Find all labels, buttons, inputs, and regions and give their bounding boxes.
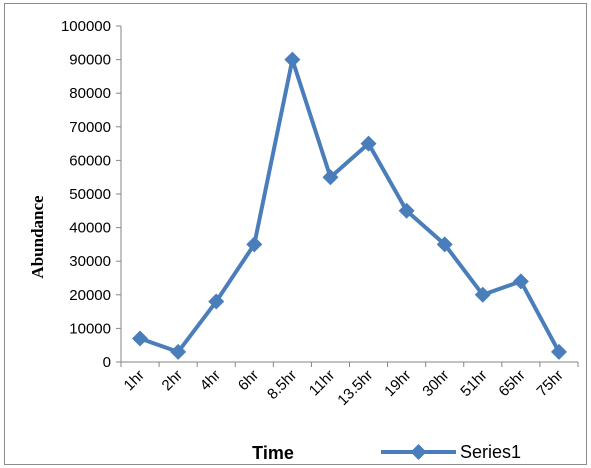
data-point: [436, 236, 453, 253]
y-axis: 0 10000 20000 30000 40000 50000 60000 70000 8000…: [61, 18, 122, 371]
series-group: [132, 51, 567, 360]
y-tick-label: 10000: [69, 320, 111, 337]
legend-series-marker: [410, 444, 427, 460]
data-point: [474, 286, 491, 303]
x-axis-title: Time: [252, 443, 294, 463]
data-point: [284, 51, 301, 68]
y-tick-label: 30000: [69, 253, 111, 270]
y-tick-label: 0: [103, 354, 111, 371]
chart-frame: [4, 3, 587, 465]
y-tick-label: 50000: [69, 186, 111, 203]
data-point: [132, 330, 149, 347]
x-tick-label: 11hr: [306, 367, 338, 399]
data-point: [398, 202, 415, 219]
y-axis-title: Abundance: [28, 195, 47, 279]
x-tick-label: 13.5hr: [334, 367, 376, 409]
x-tick-label: 1hr: [121, 367, 148, 394]
legend: Series1: [381, 442, 521, 462]
y-tick-label: 20000: [69, 287, 111, 304]
legend-series-label: Series1: [460, 442, 521, 462]
data-point: [360, 135, 377, 152]
y-tick-label: 100000: [61, 18, 111, 35]
series-line: [139, 57, 561, 354]
x-tick-label: 75hr: [534, 367, 567, 400]
y-tick-label: 60000: [69, 152, 111, 169]
x-tick-label: 6hr: [235, 367, 262, 394]
x-tick-label: 2hr: [159, 367, 186, 394]
y-tick-label: 80000: [69, 85, 111, 102]
data-point: [170, 343, 187, 360]
data-point: [208, 293, 225, 310]
y-tick-label: 40000: [69, 220, 111, 237]
data-point: [550, 343, 567, 360]
x-tick-label: 65hr: [495, 367, 528, 400]
data-point: [246, 236, 263, 253]
x-tick-label: 8.5hr: [264, 367, 300, 403]
x-tick-label: 19hr: [381, 367, 414, 400]
x-tick-label: 30hr: [419, 367, 452, 400]
y-tick-label: 90000: [69, 52, 111, 69]
x-tick-label: 51hr: [457, 367, 490, 400]
y-tick-label: 70000: [69, 119, 111, 136]
x-tick-label: 4hr: [197, 367, 224, 394]
data-point: [512, 273, 529, 290]
data-point: [322, 169, 339, 186]
